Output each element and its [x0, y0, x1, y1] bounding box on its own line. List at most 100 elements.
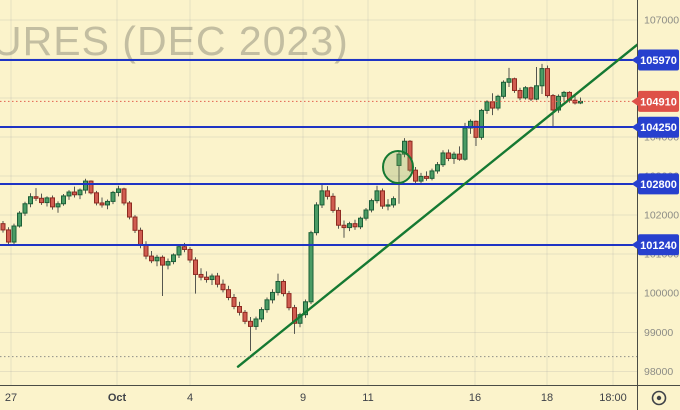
candle-body [99, 202, 105, 206]
candle-body [105, 200, 110, 206]
time-tick-label: Oct [108, 392, 127, 404]
candle-body [385, 204, 391, 207]
time-axis[interactable]: 27 Oct 4 9 11 16 18 18:00 [5, 392, 627, 404]
trendline-drawing[interactable] [236, 40, 643, 368]
level-price-badge: 104250 [631, 116, 679, 138]
candle-body [418, 175, 424, 182]
candle-body [440, 152, 446, 166]
candle-body [176, 246, 182, 256]
candle-body [517, 89, 523, 99]
candle-body [110, 191, 116, 202]
candle-body [319, 190, 325, 206]
candle-body [275, 280, 281, 293]
candle-body [534, 85, 539, 100]
price-tick-label: 99000 [644, 327, 673, 339]
candle-body [88, 180, 94, 194]
candle-body [473, 120, 479, 138]
price-tick-label: 102000 [644, 210, 679, 222]
candle-body [204, 276, 209, 281]
candle-body [545, 68, 550, 97]
candle-body [33, 196, 39, 199]
candle-body [369, 200, 374, 211]
candle-body [292, 307, 297, 324]
candle-body [149, 255, 154, 262]
level-price-badge: 105970 [631, 49, 679, 71]
candle-body [17, 212, 22, 227]
price-level-badges: 105970 104250 102800 101240 104910 [631, 49, 679, 256]
candle-body [231, 297, 237, 307]
candle-body [341, 224, 347, 229]
price-tick-label: 98000 [644, 366, 673, 378]
candle-body [187, 248, 193, 261]
time-tick-label: 27 [5, 392, 17, 404]
candle-body [413, 169, 418, 182]
ellipse-highlight-drawing[interactable] [382, 150, 414, 185]
level-price-badge: 102800 [631, 173, 679, 195]
candle-body [72, 191, 77, 196]
svg-text:104910: 104910 [640, 96, 677, 108]
candle-body [539, 68, 545, 87]
candle-body [77, 189, 83, 196]
candle-body [154, 256, 160, 262]
candle-body [55, 203, 61, 208]
price-tick-label: 107000 [644, 14, 679, 26]
candle-body [424, 175, 429, 179]
candle-body [490, 101, 495, 109]
gear-outer-ring [651, 390, 667, 406]
candle-body [281, 280, 286, 295]
candle-body [506, 78, 512, 83]
candle-body [132, 216, 138, 231]
candle-body [336, 209, 341, 226]
candle-body [39, 197, 44, 204]
candle-body [143, 244, 149, 257]
candle-body [303, 301, 308, 316]
candle-body [352, 223, 358, 228]
candle-body [242, 311, 248, 322]
candle-body [512, 78, 517, 91]
candle-body [165, 261, 171, 266]
candle-body [28, 196, 33, 205]
svg-text:105970: 105970 [640, 55, 677, 67]
candle-body [457, 153, 462, 160]
time-tick-label: 11 [362, 392, 373, 404]
svg-text:102800: 102800 [640, 179, 677, 191]
time-tick-label: 18:00 [599, 392, 627, 404]
candle-body [391, 198, 396, 206]
horizontal-level-lines[interactable] [0, 59, 637, 246]
candle-body [330, 195, 336, 211]
chart-watermark: URES (DEC 2023) [0, 18, 349, 64]
candle-body [380, 190, 385, 207]
candle-body [347, 223, 352, 229]
candle-body [66, 191, 72, 197]
candle-body [215, 275, 220, 285]
price-tick-label: 100000 [644, 288, 679, 300]
candle-body [6, 229, 11, 243]
candle-body [561, 91, 567, 97]
settings-gear-icon[interactable] [651, 390, 667, 406]
candle-body [160, 256, 165, 266]
candle-body [237, 305, 242, 313]
candle-body [484, 101, 490, 111]
candle-body [556, 95, 561, 111]
candle-body [550, 95, 556, 111]
candle-body [286, 293, 292, 309]
candle-body [253, 318, 259, 327]
candles [0, 63, 583, 352]
breakout-circle-marker[interactable] [382, 150, 414, 185]
candle-body [523, 87, 528, 99]
candle-body [259, 309, 264, 320]
time-tick-label: 18 [541, 392, 553, 404]
candle-body [358, 217, 363, 228]
candle-body [528, 87, 534, 100]
candle-body [22, 203, 28, 214]
ascending-trendline[interactable] [236, 40, 643, 368]
candle-body [479, 109, 484, 138]
candle-body [402, 140, 407, 155]
candle-body [363, 209, 369, 219]
level-price-badge: 101240 [631, 234, 679, 256]
svg-text:101240: 101240 [640, 240, 677, 252]
candle-body [0, 223, 6, 231]
time-tick-label: 4 [187, 392, 193, 404]
